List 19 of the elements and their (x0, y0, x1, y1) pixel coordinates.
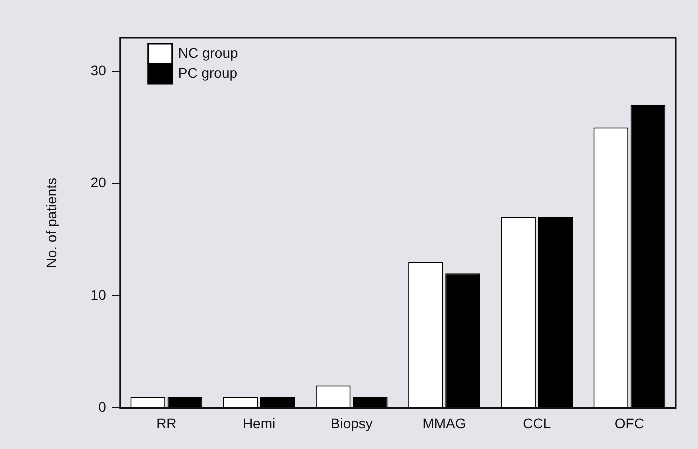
y-tick-label: 10 (90, 286, 107, 303)
bar (352, 396, 388, 408)
legend-label: NC group (178, 44, 239, 61)
legend-label: PC group (178, 64, 238, 81)
x-tick-label: Biopsy (330, 415, 373, 432)
bar (168, 396, 203, 408)
bar (538, 217, 574, 408)
x-tick-label: Hemi (242, 415, 276, 432)
x-tick-label: OFC (614, 415, 644, 432)
bar (446, 274, 480, 408)
y-tick-label: 30 (90, 62, 107, 79)
y-axis-title: No. of patients (43, 178, 60, 268)
x-tick-label: RR (156, 415, 177, 432)
x-tick-label: MMAG (422, 415, 466, 432)
bar (630, 105, 666, 408)
bar (260, 396, 296, 408)
y-tick-label: 20 (90, 174, 107, 191)
x-tick-label: CCL (523, 415, 552, 432)
y-tick-label: 0 (98, 399, 107, 416)
